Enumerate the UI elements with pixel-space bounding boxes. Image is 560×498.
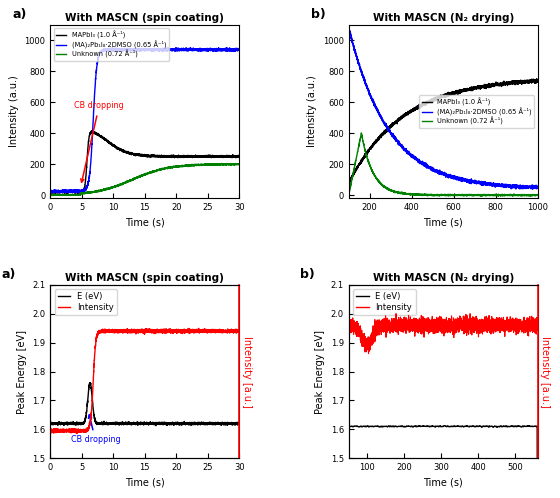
- Y-axis label: Intensity (a.u.): Intensity (a.u.): [307, 76, 318, 147]
- Y-axis label: Peak Energy [eV]: Peak Energy [eV]: [17, 330, 27, 413]
- Text: b): b): [300, 268, 314, 281]
- Title: With MASCN (spin coating): With MASCN (spin coating): [66, 13, 224, 23]
- X-axis label: Time (s): Time (s): [125, 478, 165, 488]
- Legend: MAPbI₃ (1.0 Å⁻¹), (MA)₂Pb₁I₈·2DMSO (0.65 Å⁻¹), Unknown (0.72 Å⁻¹): MAPbI₃ (1.0 Å⁻¹), (MA)₂Pb₁I₈·2DMSO (0.65…: [419, 95, 534, 128]
- Y-axis label: Peak Energy [eV]: Peak Energy [eV]: [315, 330, 325, 413]
- X-axis label: Time (s): Time (s): [423, 218, 463, 228]
- Y-axis label: Intensity (a.u.): Intensity (a.u.): [9, 76, 19, 147]
- Legend: E (eV), Intensity: E (eV), Intensity: [353, 289, 416, 315]
- Legend: MAPbI₃ (1.0 Å⁻¹), (MA)₂Pb₁I₈·2DMSO (0.65 Å⁻¹), Unknown (0.72 Å⁻¹): MAPbI₃ (1.0 Å⁻¹), (MA)₂Pb₁I₈·2DMSO (0.65…: [54, 28, 169, 61]
- X-axis label: Time (s): Time (s): [125, 218, 165, 228]
- X-axis label: Time (s): Time (s): [423, 478, 463, 488]
- Text: a): a): [13, 8, 27, 21]
- Text: b): b): [311, 8, 326, 21]
- Title: With MASCN (N₂ drying): With MASCN (N₂ drying): [372, 13, 514, 23]
- Title: With MASCN (spin coating): With MASCN (spin coating): [66, 273, 224, 283]
- Y-axis label: Intensity [a.u.]: Intensity [a.u.]: [242, 336, 252, 407]
- Text: CB dropping: CB dropping: [74, 102, 124, 182]
- Legend: E (eV), Intensity: E (eV), Intensity: [54, 289, 117, 315]
- Text: CB dropping: CB dropping: [71, 415, 120, 444]
- Y-axis label: Intensity [a.u.]: Intensity [a.u.]: [540, 336, 550, 407]
- Title: With MASCN (N₂ drying): With MASCN (N₂ drying): [372, 273, 514, 283]
- Text: a): a): [1, 268, 16, 281]
